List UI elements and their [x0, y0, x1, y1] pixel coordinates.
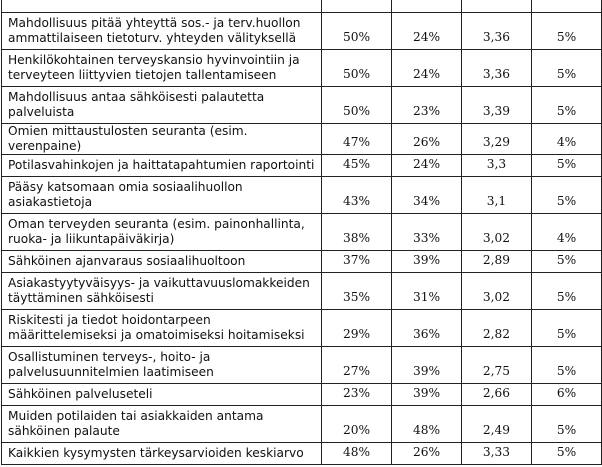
- cell-col4: 5%: [531, 442, 602, 465]
- row-label: Pääsy katsomaan omia sosiaalihuollon asi…: [1, 176, 322, 214]
- row-label: Asiakastyytyväisyys- ja vaikuttavuusloma…: [1, 272, 322, 310]
- row-label: Sähköinen palveluseteli: [1, 383, 322, 406]
- cell-col4: 4%: [531, 213, 602, 251]
- cell-col4: 5%: [531, 405, 602, 443]
- cell-col1: 50%: [321, 49, 392, 87]
- cell-col3: 3,1: [461, 176, 532, 214]
- cell-col4: 5%: [531, 154, 602, 177]
- cell-col1: 45%: [321, 154, 392, 177]
- cell-col1: 48%: [321, 442, 392, 465]
- cell-col2: 34%: [391, 176, 462, 214]
- table-row: Kaikkien kysymysten tärkeysarvioiden kes…: [1, 442, 602, 465]
- cell-col3: 2,89: [461, 250, 532, 273]
- row-label: Kaikkien kysymysten tärkeysarvioiden kes…: [1, 442, 322, 465]
- cell-col1: 47%: [321, 123, 392, 155]
- cell-col1: 43%: [321, 176, 392, 214]
- cell-col4: 4%: [531, 123, 602, 155]
- row-label: [1, 0, 322, 13]
- cell-col1: 50%: [321, 12, 392, 50]
- table-row: Potilasvahinkojen ja haittatapahtumien r…: [1, 154, 602, 177]
- cell-col1: 35%: [321, 272, 392, 310]
- cell-col4: 5%: [531, 86, 602, 124]
- cell-col4: 5%: [531, 12, 602, 50]
- cell-col2: 26%: [391, 442, 462, 465]
- table-row: Muiden potilaiden tai asiakkaiden antama…: [1, 405, 602, 443]
- table-row: [1, 0, 602, 13]
- table-row: Omien mittaustulosten seuranta (esim. ve…: [1, 123, 602, 155]
- cell-col4: 5%: [531, 272, 602, 310]
- row-label: Riskitesti ja tiedot hoidontarpeen määri…: [1, 309, 322, 347]
- cell-col3: 2,49: [461, 405, 532, 443]
- cell-col4: 5%: [531, 250, 602, 273]
- cell-col4: 5%: [531, 176, 602, 214]
- cell-col1: 38%: [321, 213, 392, 251]
- cell-col1: 20%: [321, 405, 392, 443]
- cell-col3: 3,36: [461, 12, 532, 50]
- cell-col3: 3,29: [461, 123, 532, 155]
- cell-col1: 50%: [321, 86, 392, 124]
- row-label: Mahdollisuus antaa sähköisesti palautett…: [1, 86, 322, 124]
- table-row: Osallistuminen terveys-, hoito- ja palve…: [1, 346, 602, 384]
- cell-col2: 39%: [391, 250, 462, 273]
- cell-col2: 24%: [391, 12, 462, 50]
- table-row: Sähköinen palveluseteli 23% 39% 2,66 6%: [1, 383, 602, 406]
- cell-col3: 2,75: [461, 346, 532, 384]
- cell-col3: 2,82: [461, 309, 532, 347]
- cell-col3: 3,36: [461, 49, 532, 87]
- cell-col2: 39%: [391, 346, 462, 384]
- row-label: Sähköinen ajanvaraus sosiaalihuoltoon: [1, 250, 322, 273]
- row-label: Omien mittaustulosten seuranta (esim. ve…: [1, 123, 322, 155]
- cell-col1: 23%: [321, 383, 392, 406]
- cell-col3: [461, 0, 532, 13]
- cell-col3: 3,39: [461, 86, 532, 124]
- cell-col2: 39%: [391, 383, 462, 406]
- table-row: Mahdollisuus pitää yhteyttä sos.- ja ter…: [1, 12, 602, 50]
- row-label: Oman terveyden seuranta (esim. painonhal…: [1, 213, 322, 251]
- table-row: Pääsy katsomaan omia sosiaalihuollon asi…: [1, 176, 602, 214]
- row-label: Potilasvahinkojen ja haittatapahtumien r…: [1, 154, 322, 177]
- table-row: Sähköinen ajanvaraus sosiaalihuoltoon 37…: [1, 250, 602, 273]
- table-row: Asiakastyytyväisyys- ja vaikuttavuusloma…: [1, 272, 602, 310]
- cell-col1: [321, 0, 392, 13]
- table-row: Riskitesti ja tiedot hoidontarpeen määri…: [1, 309, 602, 347]
- cell-col3: 3,33: [461, 442, 532, 465]
- cell-col2: 33%: [391, 213, 462, 251]
- cell-col4: 5%: [531, 346, 602, 384]
- row-label: Henkilökohtainen terveyskansio hyvinvoin…: [1, 49, 322, 87]
- cell-col2: 24%: [391, 154, 462, 177]
- cell-col4: [531, 0, 602, 13]
- cell-col2: 36%: [391, 309, 462, 347]
- cell-col4: 5%: [531, 309, 602, 347]
- table-row: Henkilökohtainen terveyskansio hyvinvoin…: [1, 49, 602, 87]
- cell-col1: 37%: [321, 250, 392, 273]
- cell-col2: 24%: [391, 49, 462, 87]
- cell-col4: 5%: [531, 49, 602, 87]
- row-label: Osallistuminen terveys-, hoito- ja palve…: [1, 346, 322, 384]
- cell-col3: 3,02: [461, 213, 532, 251]
- row-label: Mahdollisuus pitää yhteyttä sos.- ja ter…: [1, 12, 322, 50]
- cell-col3: 3,02: [461, 272, 532, 310]
- cell-col3: 3,3: [461, 154, 532, 177]
- cell-col2: 48%: [391, 405, 462, 443]
- cell-col2: 23%: [391, 86, 462, 124]
- table-row: Mahdollisuus antaa sähköisesti palautett…: [1, 86, 602, 124]
- cell-col2: 31%: [391, 272, 462, 310]
- cell-col3: 2,66: [461, 383, 532, 406]
- cell-col1: 27%: [321, 346, 392, 384]
- cell-col2: [391, 0, 462, 13]
- cell-col2: 26%: [391, 123, 462, 155]
- table-row: Oman terveyden seuranta (esim. painonhal…: [1, 213, 602, 251]
- cell-col4: 6%: [531, 383, 602, 406]
- row-label: Muiden potilaiden tai asiakkaiden antama…: [1, 405, 322, 443]
- cell-col1: 29%: [321, 309, 392, 347]
